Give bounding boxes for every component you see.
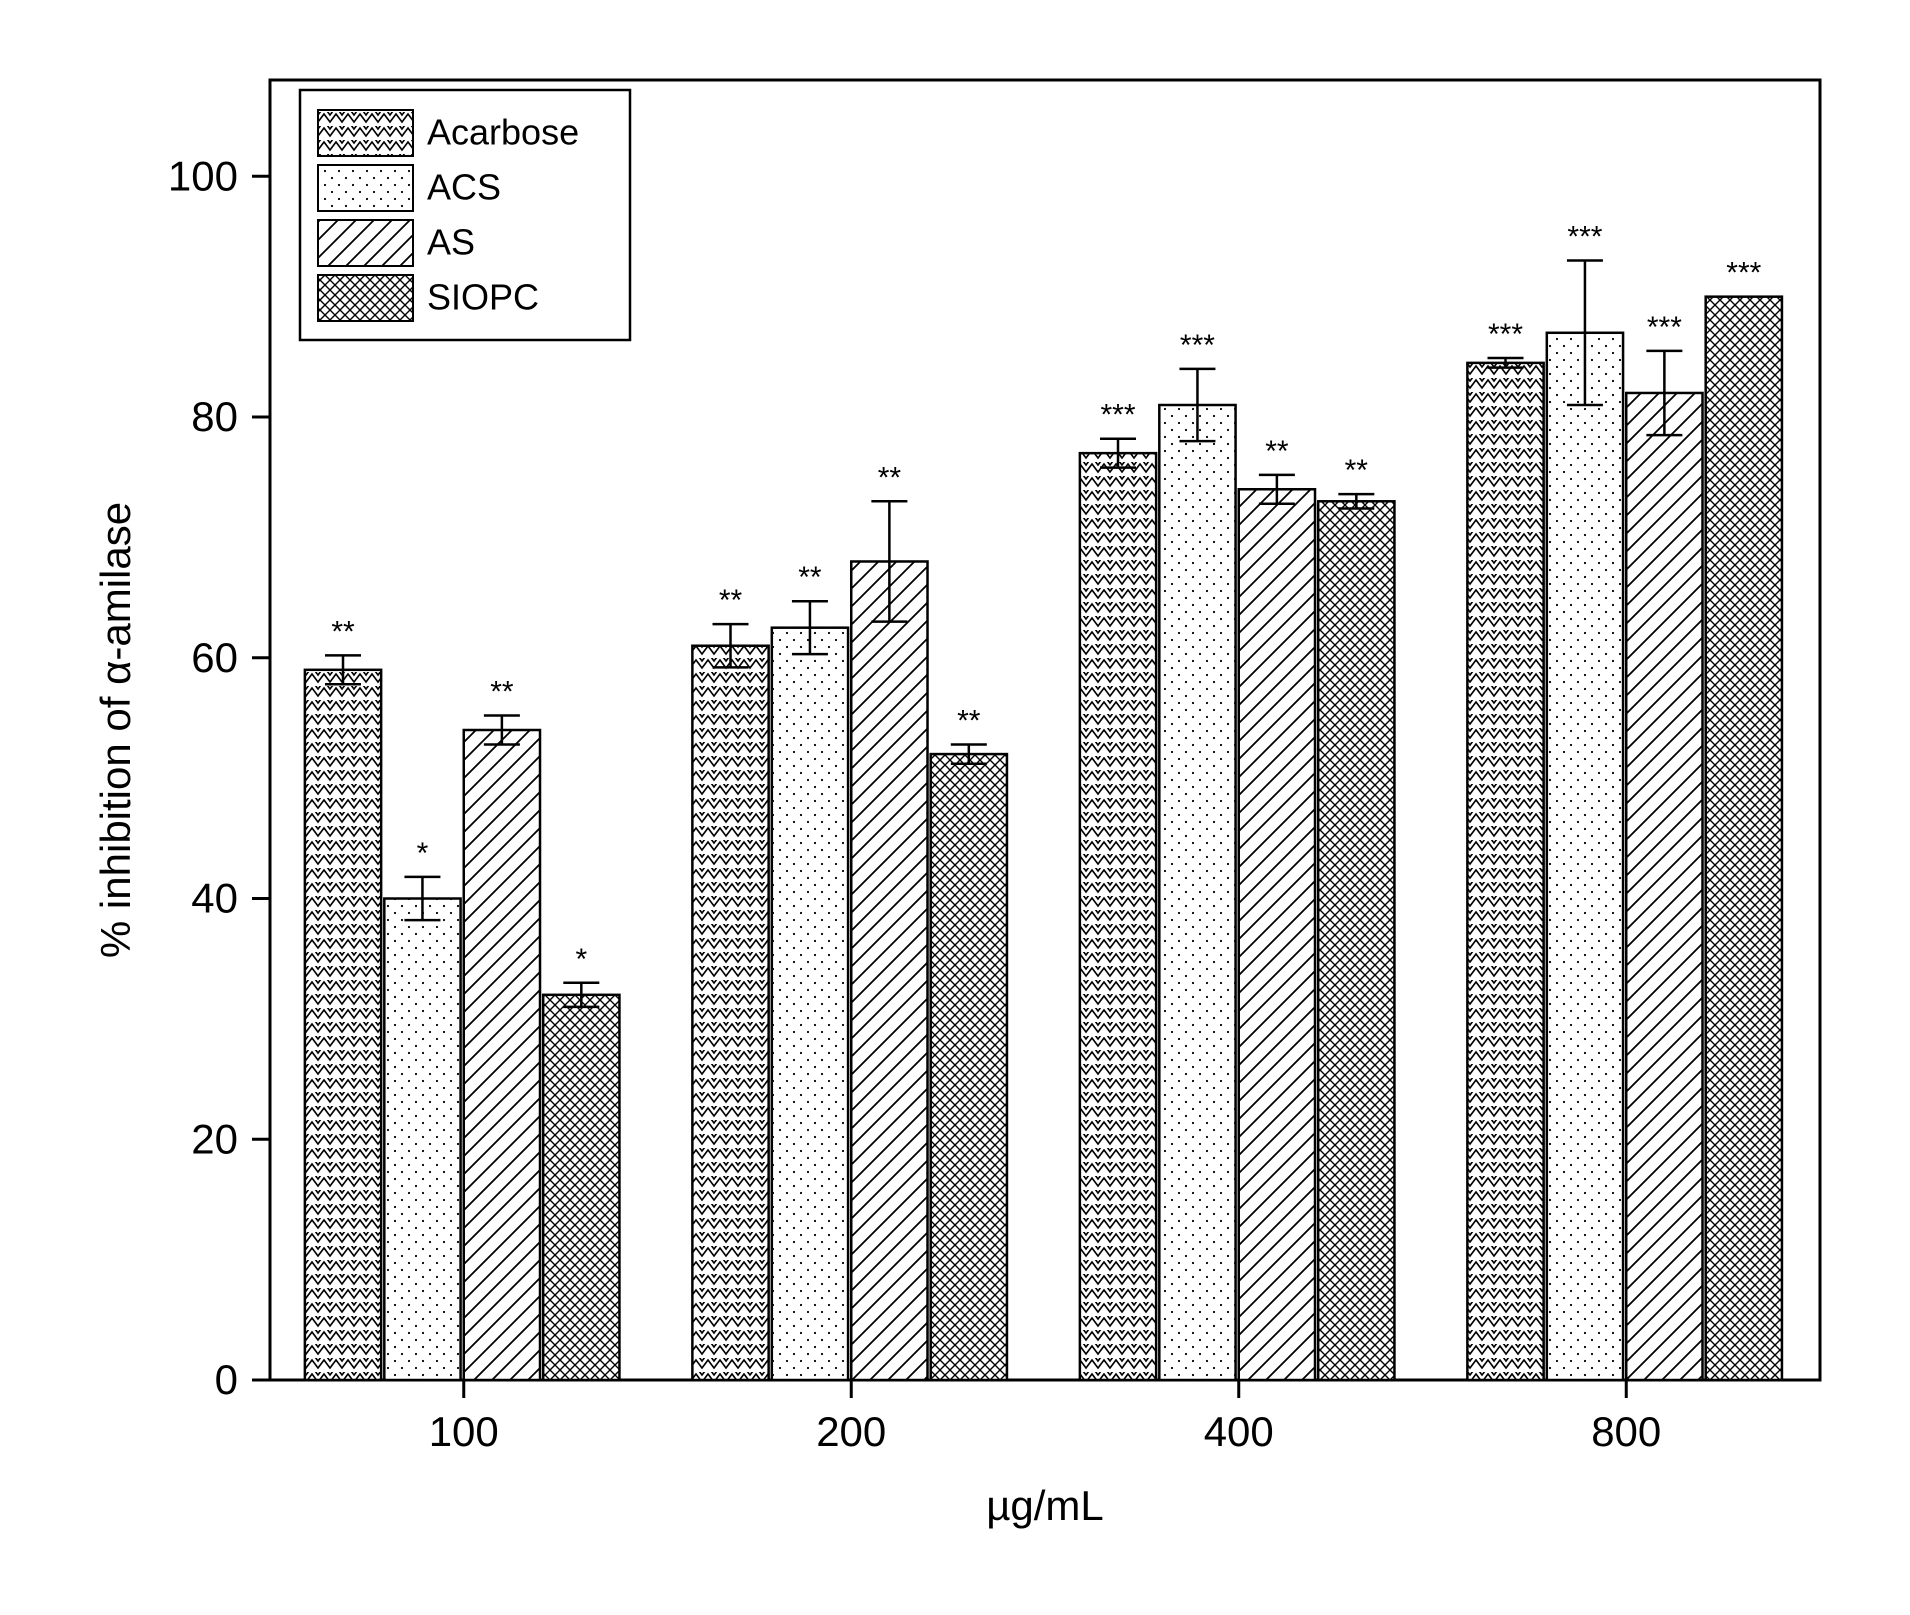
svg-text:**: ** bbox=[1265, 435, 1289, 468]
svg-text:***: *** bbox=[1180, 329, 1215, 362]
svg-text:**: ** bbox=[798, 561, 822, 594]
bar-chart: 0 20 40 60 80 100 % inhibition of α-amilase 100… bbox=[0, 0, 1910, 1615]
svg-text:100: 100 bbox=[168, 152, 238, 199]
svg-text:% inhibition of α-amilase: % inhibition of α-amilase bbox=[92, 502, 139, 958]
svg-text:100: 100 bbox=[429, 1408, 499, 1455]
svg-text:*: * bbox=[575, 943, 587, 976]
svg-text:**: ** bbox=[490, 676, 514, 709]
svg-text:800: 800 bbox=[1591, 1408, 1661, 1455]
svg-text:**: ** bbox=[331, 615, 355, 648]
svg-text:SIOPC: SIOPC bbox=[427, 277, 539, 318]
svg-text:80: 80 bbox=[191, 393, 238, 440]
svg-text:***: *** bbox=[1647, 311, 1682, 344]
svg-text:200: 200 bbox=[816, 1408, 886, 1455]
svg-text:20: 20 bbox=[191, 1115, 238, 1162]
svg-text:µg/mL: µg/mL bbox=[986, 1482, 1104, 1529]
svg-text:400: 400 bbox=[1204, 1408, 1274, 1455]
svg-text:**: ** bbox=[878, 461, 902, 494]
svg-text:**: ** bbox=[957, 704, 981, 737]
svg-text:**: ** bbox=[1345, 454, 1369, 487]
svg-text:60: 60 bbox=[191, 634, 238, 681]
svg-text:***: *** bbox=[1567, 221, 1602, 254]
svg-text:Acarbose: Acarbose bbox=[427, 112, 579, 153]
svg-text:***: *** bbox=[1726, 257, 1761, 290]
svg-text:***: *** bbox=[1100, 399, 1135, 432]
chart-container: 0 20 40 60 80 100 % inhibition of α-amilase 100… bbox=[0, 0, 1910, 1615]
svg-text:AS: AS bbox=[427, 222, 475, 263]
svg-text:**: ** bbox=[719, 584, 743, 617]
svg-text:***: *** bbox=[1488, 318, 1523, 351]
svg-text:ACS: ACS bbox=[427, 167, 501, 208]
svg-text:0: 0 bbox=[215, 1356, 238, 1403]
svg-text:40: 40 bbox=[191, 875, 238, 922]
svg-text:*: * bbox=[417, 837, 429, 870]
